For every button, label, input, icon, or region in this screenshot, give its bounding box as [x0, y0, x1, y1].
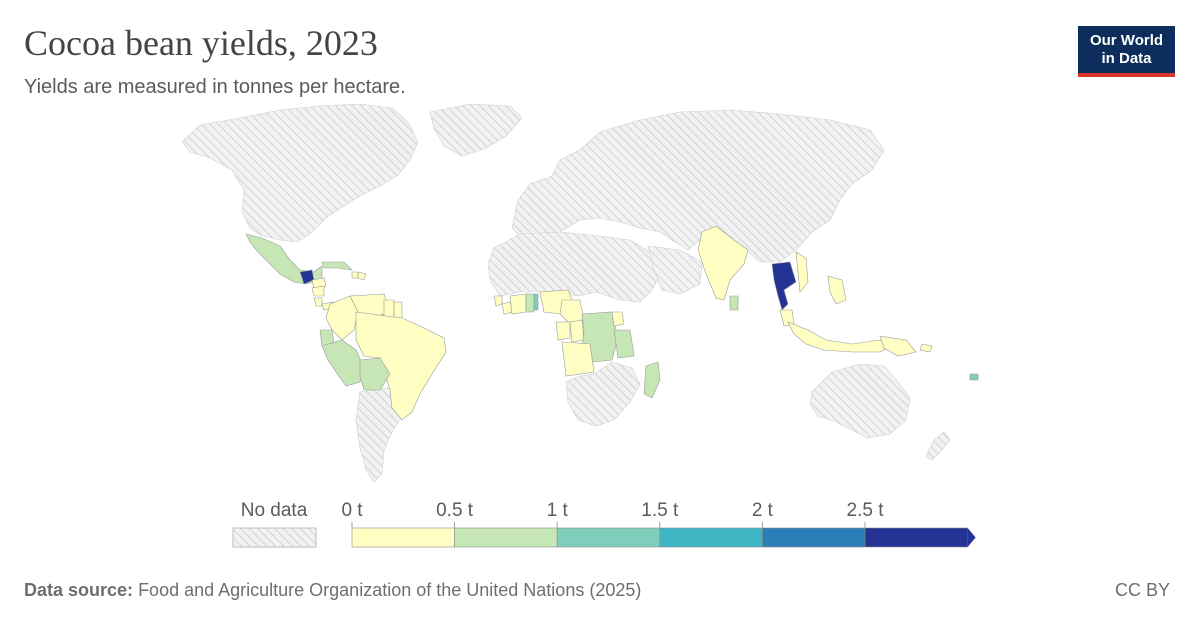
- data-regions: [245, 225, 979, 421]
- logo-line-1: Our World: [1089, 31, 1164, 49]
- legend-bin-swatch: [454, 527, 558, 548]
- legend-bin-swatch: [556, 527, 661, 548]
- legend-bin-label: 2 t: [752, 500, 774, 521]
- logo-line-2: in Data: [1101, 49, 1152, 67]
- color-legend: No data 0 t 0.5 t 1 t 1.5 t 2 t 2.5 t: [232, 500, 976, 548]
- country-solomon-islands[interactable]: [919, 343, 933, 353]
- country-gabon[interactable]: [555, 321, 571, 341]
- country-sierra-leone[interactable]: [493, 295, 503, 307]
- north-america-nodata: [181, 103, 419, 243]
- southern-africa-nodata: [565, 361, 641, 427]
- country-philippines[interactable]: [827, 275, 847, 305]
- legend-bin-swatch: [351, 527, 455, 548]
- country-malaysia[interactable]: [779, 309, 795, 327]
- country-peru[interactable]: [321, 339, 365, 387]
- arabia-nodata: [647, 245, 703, 295]
- legend-bin-label: 0 t: [341, 500, 363, 521]
- no-data-regions: [181, 103, 951, 483]
- north-africa-nodata: [487, 231, 663, 303]
- country-honduras[interactable]: [311, 277, 327, 289]
- country-india[interactable]: [697, 225, 749, 301]
- legend-bin-label: 1.5 t: [641, 500, 679, 521]
- country-guyana[interactable]: [383, 299, 395, 319]
- country-papua-new-guinea[interactable]: [879, 335, 917, 357]
- country-vietnam[interactable]: [795, 251, 809, 293]
- chart-title: Cocoa bean yields, 2023: [24, 23, 378, 63]
- country-congo[interactable]: [569, 319, 585, 343]
- greenland-nodata: [429, 103, 523, 157]
- legend-bin-label: 1 t: [547, 500, 569, 521]
- country-vanuatu[interactable]: [969, 373, 979, 381]
- data-source-label: Data source:: [24, 580, 134, 600]
- legend-bin-swatch: [762, 527, 866, 548]
- eurasia-nodata: [511, 109, 885, 263]
- country-cote-d-ivoire[interactable]: [509, 293, 527, 315]
- legend-arrow: [967, 528, 976, 547]
- country-brazil[interactable]: [355, 311, 447, 421]
- country-tanzania[interactable]: [613, 329, 635, 359]
- country-haiti[interactable]: [351, 271, 359, 279]
- country-bolivia[interactable]: [359, 357, 391, 391]
- data-source-text: Food and Agriculture Organization of the…: [138, 580, 642, 600]
- legend-no-data-swatch: [232, 527, 317, 548]
- country-uganda[interactable]: [611, 311, 625, 327]
- data-source: Data source: Food and Agriculture Organi…: [24, 580, 641, 601]
- country-nicaragua[interactable]: [311, 285, 325, 297]
- legend-no-data-label: No data: [241, 500, 308, 521]
- country-suriname[interactable]: [393, 301, 403, 319]
- country-cuba[interactable]: [321, 261, 353, 271]
- country-ghana[interactable]: [525, 293, 535, 313]
- country-madagascar[interactable]: [643, 361, 661, 399]
- legend-bin-label: 2.5 t: [847, 500, 885, 521]
- world-map[interactable]: [0, 95, 1200, 495]
- new-zealand-nodata: [925, 431, 951, 461]
- legend-bin-label: 0.5 t: [436, 500, 474, 521]
- country-angola[interactable]: [561, 341, 595, 377]
- country-thailand[interactable]: [771, 261, 797, 311]
- country-sri-lanka[interactable]: [729, 295, 739, 311]
- country-dominican-republic[interactable]: [357, 271, 367, 281]
- country-indonesia[interactable]: [787, 321, 897, 353]
- legend-bin-swatch: [659, 527, 763, 548]
- australia-nodata: [809, 363, 911, 439]
- chart-subtitle: Yields are measured in tonnes per hectar…: [24, 76, 406, 98]
- owid-logo[interactable]: Our World in Data: [1078, 26, 1175, 77]
- country-togo[interactable]: [533, 293, 539, 311]
- legend-bin-swatch: [864, 527, 968, 548]
- country-colombia[interactable]: [325, 295, 359, 341]
- license-link[interactable]: CC BY: [1114, 580, 1170, 600]
- legend-bins: 0 t 0.5 t 1 t 1.5 t 2 t 2.5 t: [341, 500, 976, 548]
- country-costa-rica[interactable]: [313, 297, 323, 307]
